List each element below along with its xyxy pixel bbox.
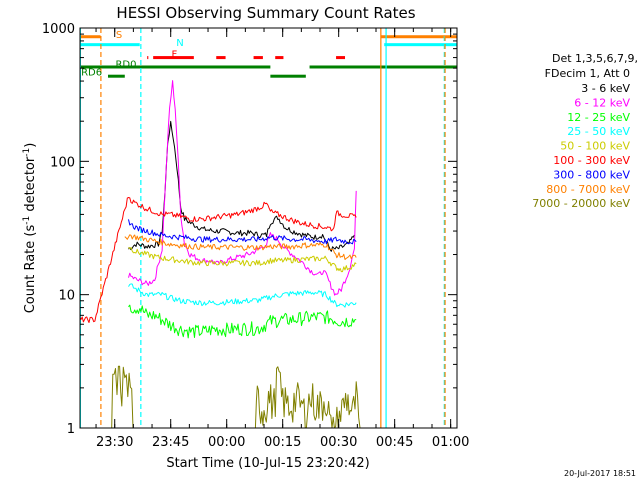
- state-bar-saa-0: [80, 35, 101, 39]
- legend-entry-3-6-kev: 3 - 6 keV: [581, 82, 630, 95]
- state-bar-decimation-rd0-1: [309, 65, 457, 69]
- series-line-6-12-kev: [128, 80, 357, 296]
- state-bar-flare-0: [147, 56, 149, 60]
- y-axis-label: Count Rate (s-1 detector-1): [22, 143, 38, 314]
- state-bar-night-1: [384, 43, 457, 47]
- series-line-25-50-kev: [128, 283, 357, 308]
- x-tick-label-01-00: 01:00: [432, 435, 469, 450]
- y-tick-label-1: 1: [67, 422, 75, 437]
- x-tick-label-23-45: 23:45: [152, 435, 189, 450]
- chart-title: HESSI Observing Summary Count Rates: [116, 4, 415, 22]
- state-bar-night-0: [80, 43, 140, 47]
- footer-timestamp: 20-Jul-2017 18:51: [564, 469, 636, 478]
- state-bar-decimation-rd6-2: [270, 74, 306, 78]
- legend-entry-800-7000-kev: 800 - 7000 keV: [546, 183, 630, 196]
- state-bar-flare-2: [216, 56, 226, 60]
- series-line-800-7000-kev: [124, 234, 357, 260]
- state-label-rd6: RD6: [81, 68, 102, 79]
- state-bar-flare-5: [336, 56, 346, 60]
- legend-entry-100-300-kev: 100 - 300 keV: [553, 154, 630, 167]
- state-bar-flare-3: [253, 56, 263, 60]
- legend-title-1: Det 1,3,5,6,7,9,: [552, 52, 638, 65]
- state-bar-decimation-rd0-0: [80, 65, 271, 69]
- series-line-300-800-kev: [128, 219, 357, 245]
- plot-frame: [79, 27, 458, 429]
- state-label-s: S: [116, 30, 122, 41]
- x-tick-label-00-30: 00:30: [320, 435, 357, 450]
- y-tick-label-10: 10: [58, 289, 75, 304]
- state-bar-decimation-rd6-1: [107, 74, 125, 78]
- state-bar-flare-4: [275, 56, 284, 60]
- legend-entry-6-12-kev: 6 - 12 keV: [574, 96, 630, 109]
- legend: Det 1,3,5,6,7,9, FDecim 1, Att 0 3 - 6 k…: [532, 52, 638, 210]
- x-tick-label-00-15: 00:15: [264, 435, 301, 450]
- state-label-f: F: [171, 50, 177, 61]
- series-line-100-300-kev: [79, 197, 357, 323]
- state-label-n: N: [176, 38, 183, 49]
- legend-entry-12-25-kev: 12 - 25 keV: [567, 111, 630, 124]
- x-tick-label-00-00: 00:00: [208, 435, 245, 450]
- state-bar-saa-1: [380, 35, 457, 39]
- x-tick-label-00-45: 00:45: [376, 435, 413, 450]
- series-line-50-100-kev: [128, 246, 357, 273]
- legend-entry-300-800-kev: 300 - 800 keV: [553, 168, 630, 181]
- x-axis-label: Start Time (10-Jul-15 23:20:42): [166, 456, 369, 471]
- legend-entry-7000-20000-kev: 7000 - 20000 keV: [532, 197, 630, 210]
- state-label-rd0: RD0: [115, 60, 136, 71]
- legend-title-2: FDecim 1, Att 0: [545, 67, 630, 80]
- y-tick-label-100: 100: [50, 155, 75, 170]
- series-line-12-25-kev: [128, 304, 357, 339]
- legend-entry-50-100-kev: 50 - 100 keV: [560, 140, 630, 153]
- legend-entry-25-50-kev: 25 - 50 keV: [567, 125, 630, 138]
- y-tick-label-1000: 1000: [42, 22, 75, 37]
- x-tick-label-23-30: 23:30: [96, 435, 133, 450]
- state-bar-flare-1: [153, 56, 194, 60]
